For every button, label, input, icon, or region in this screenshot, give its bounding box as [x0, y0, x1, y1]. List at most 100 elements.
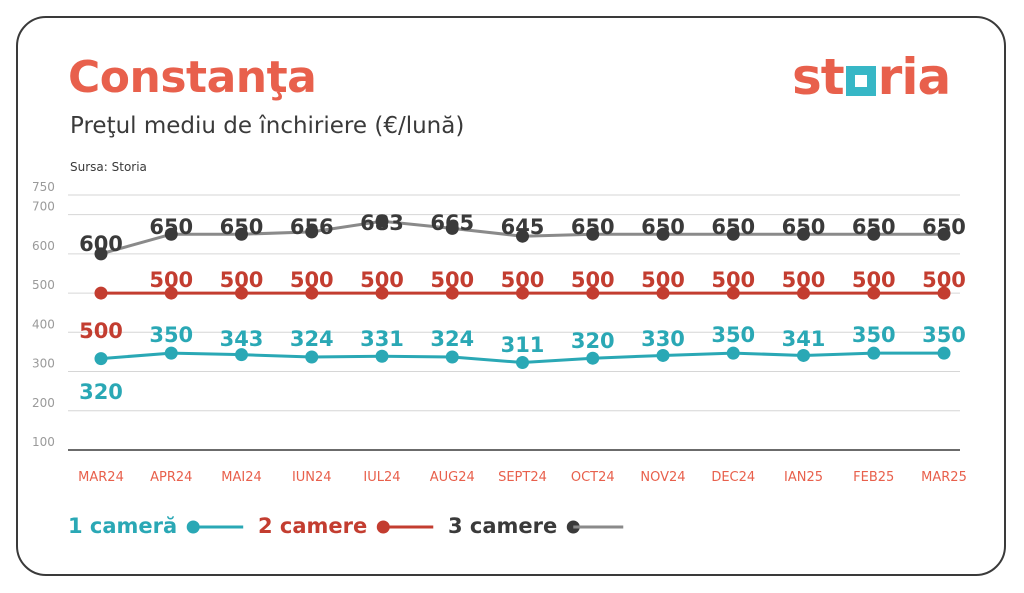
data-point — [797, 348, 810, 362]
legend-label: 3 camere — [448, 514, 557, 538]
data-point — [445, 286, 459, 300]
y-tick-label: 500 — [32, 278, 55, 292]
data-label: 350 — [922, 323, 966, 347]
data-point — [586, 286, 600, 300]
data-label: 331 — [360, 327, 404, 351]
data-label: 645 — [501, 215, 545, 239]
data-point — [656, 348, 670, 362]
data-label: 500 — [852, 268, 896, 292]
data-point — [235, 227, 248, 241]
data-point — [375, 286, 389, 300]
y-tick-label: 600 — [32, 239, 55, 253]
data-label: 311 — [501, 333, 545, 357]
data-label: 600 — [79, 232, 123, 256]
data-point — [797, 227, 810, 241]
x-tick-label: IAN25 — [784, 470, 823, 485]
data-label: 350 — [711, 323, 755, 347]
logo-square-icon — [845, 66, 876, 96]
data-label: 665 — [430, 211, 474, 235]
source-note: Sursa: Storia — [70, 160, 147, 174]
x-tick-label: MAI24 — [221, 470, 262, 485]
logo-text-left: st — [792, 48, 845, 106]
data-point — [797, 286, 810, 300]
data-point — [656, 227, 670, 241]
y-tick-label: 200 — [32, 396, 55, 410]
data-point — [516, 229, 529, 243]
data-point — [726, 346, 740, 360]
data-point — [867, 227, 881, 241]
data-label: 650 — [149, 215, 193, 239]
y-tick-label: 750 — [32, 180, 55, 194]
data-point — [937, 286, 951, 300]
y-tick-label: 100 — [32, 435, 55, 449]
x-tick-label: APR24 — [150, 470, 192, 485]
data-point — [867, 286, 881, 300]
legend-label: 2 camere — [258, 514, 367, 538]
data-label: 650 — [782, 215, 826, 239]
data-label: 350 — [149, 323, 193, 347]
data-point — [726, 286, 740, 300]
chart-subtitle: Preţul mediu de închiriere (€/lună) — [70, 113, 465, 139]
data-label: 350 — [852, 323, 896, 347]
data-label: 500 — [290, 268, 334, 292]
data-label: 320 — [571, 329, 615, 353]
data-point — [726, 227, 740, 241]
data-label: 650 — [571, 215, 615, 239]
logo-text-right: ria — [877, 48, 952, 106]
data-label: 683 — [360, 211, 404, 235]
data-point — [867, 346, 881, 360]
data-label: 324 — [430, 327, 474, 351]
data-point — [235, 286, 248, 300]
x-tick-label: SEPT24 — [498, 470, 547, 485]
data-point — [937, 227, 951, 241]
data-point — [94, 247, 108, 261]
data-point — [375, 214, 389, 228]
storia-logo: st ria — [792, 48, 952, 106]
data-label: 500 — [641, 268, 685, 292]
data-label: 656 — [290, 215, 334, 239]
data-point — [305, 350, 319, 364]
x-tick-label: MAR25 — [921, 470, 967, 485]
data-point — [516, 356, 529, 370]
x-tick-label: IUL24 — [363, 470, 400, 485]
data-label: 343 — [220, 327, 264, 351]
y-tick-label: 300 — [32, 357, 55, 371]
data-label: 341 — [782, 327, 826, 351]
data-point — [586, 351, 600, 365]
chart-card — [16, 16, 1006, 576]
data-point — [164, 227, 178, 241]
data-label: 320 — [79, 380, 123, 404]
data-label: 500 — [360, 268, 404, 292]
x-tick-label: DEC24 — [711, 470, 755, 485]
data-label: 500 — [711, 268, 755, 292]
x-tick-label: IUN24 — [292, 470, 332, 485]
data-point — [586, 227, 600, 241]
data-label: 330 — [641, 327, 685, 351]
y-tick-label: 700 — [32, 200, 55, 214]
page-title: Constanţa — [68, 52, 317, 103]
data-point — [235, 348, 248, 362]
data-point — [656, 286, 670, 300]
data-label: 650 — [641, 215, 685, 239]
x-tick-label: MAR24 — [78, 470, 124, 485]
data-label: 500 — [782, 268, 826, 292]
data-point — [164, 346, 178, 360]
data-label: 500 — [79, 319, 123, 343]
data-label: 324 — [290, 327, 334, 351]
legend-label: 1 cameră — [68, 514, 177, 538]
data-point — [375, 349, 389, 363]
x-tick-label: OCT24 — [571, 470, 615, 485]
data-label: 650 — [711, 215, 755, 239]
data-point — [937, 346, 951, 360]
data-label: 650 — [852, 215, 896, 239]
data-point — [516, 286, 529, 300]
data-label: 650 — [220, 215, 264, 239]
data-label: 500 — [430, 268, 474, 292]
data-point — [305, 225, 319, 239]
data-label: 500 — [220, 268, 264, 292]
data-point — [164, 286, 178, 300]
x-tick-label: NOV24 — [640, 470, 685, 485]
x-tick-label: FEB25 — [853, 470, 894, 485]
data-point — [94, 286, 108, 300]
